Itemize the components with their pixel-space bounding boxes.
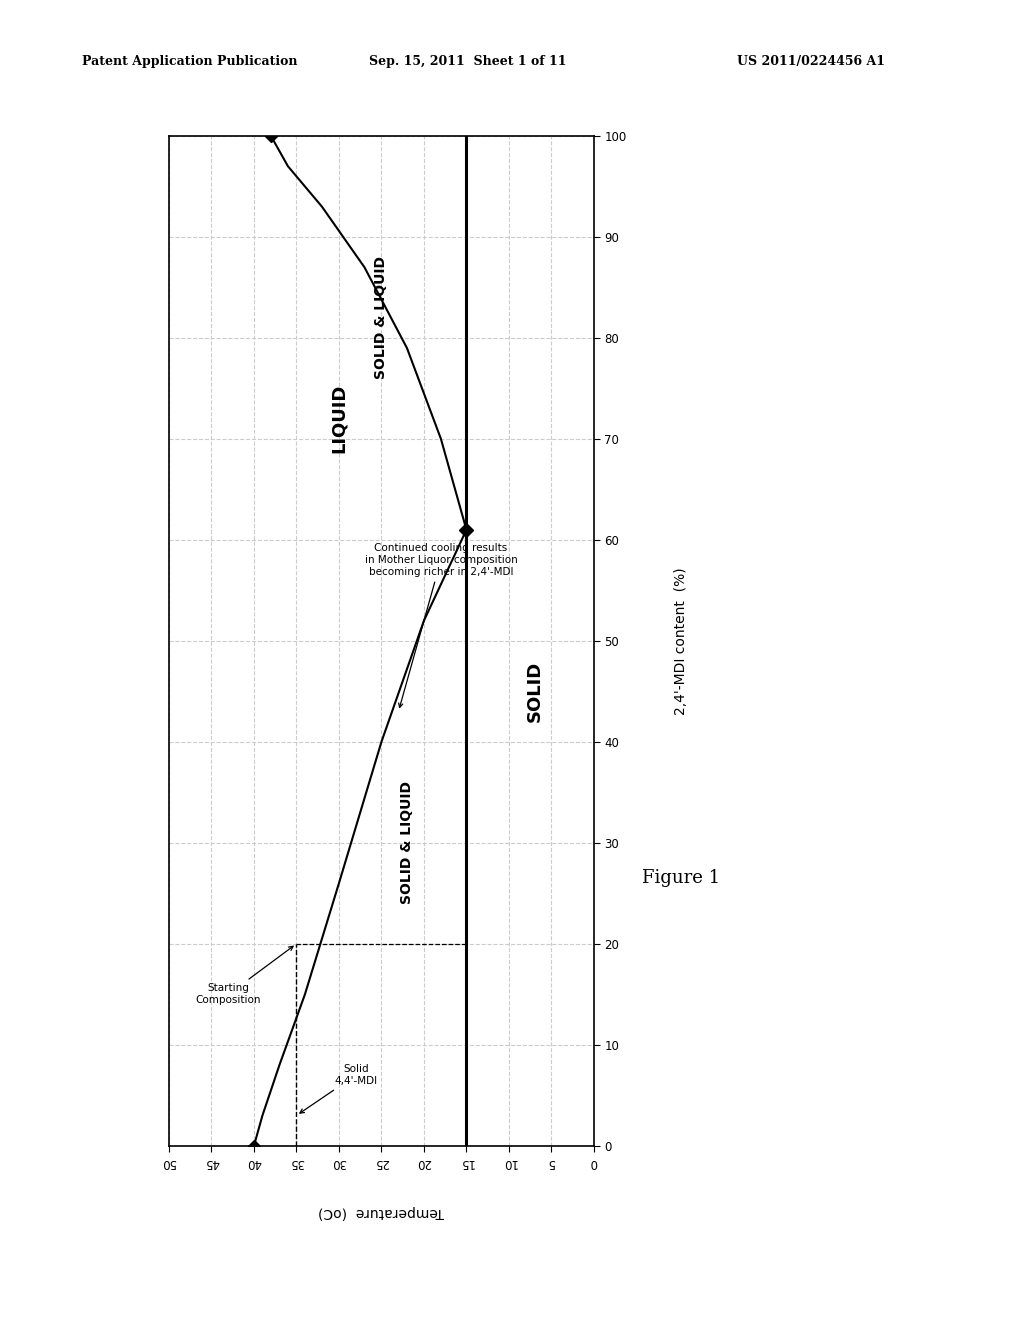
Text: SOLID & LIQUID: SOLID & LIQUID xyxy=(375,256,388,379)
Text: Starting
Composition: Starting Composition xyxy=(196,946,293,1005)
Text: LIQUID: LIQUID xyxy=(330,384,348,453)
Text: Sep. 15, 2011  Sheet 1 of 11: Sep. 15, 2011 Sheet 1 of 11 xyxy=(369,55,566,69)
Text: Solid
4,4'-MDI: Solid 4,4'-MDI xyxy=(300,1064,378,1113)
Text: Figure 1: Figure 1 xyxy=(642,870,720,887)
Text: US 2011/0224456 A1: US 2011/0224456 A1 xyxy=(737,55,886,69)
Text: Continued cooling results
in Mother Liquor composition
becoming richer in 2,4'-M: Continued cooling results in Mother Liqu… xyxy=(365,544,517,708)
Text: Temperature  (oC): Temperature (oC) xyxy=(318,1205,444,1220)
Text: Patent Application Publication: Patent Application Publication xyxy=(82,55,297,69)
Text: SOLID & LIQUID: SOLID & LIQUID xyxy=(400,781,414,904)
Text: 2,4'-MDI content  (%): 2,4'-MDI content (%) xyxy=(674,568,688,714)
Text: SOLID: SOLID xyxy=(525,661,544,722)
